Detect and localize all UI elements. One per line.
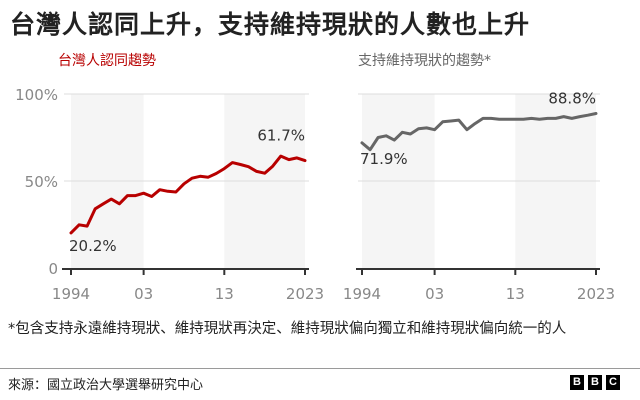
x-tick-label: 03 <box>425 285 444 303</box>
x-tick-label: 13 <box>506 285 525 303</box>
bbc-logo-letter: B <box>588 375 602 390</box>
right-chart-title: 支持維持現狀的趨勢* <box>358 53 491 69</box>
series-line <box>360 112 598 152</box>
bbc-logo-letter: B <box>570 375 584 390</box>
x-tick-label: 2023 <box>577 285 615 303</box>
left-chart: 0 50% 100% 1994 03 13 2023 20.2% 61.7% <box>15 86 324 303</box>
footnote: *包含支持永遠維持現狀、維持現狀再決定、維持現狀偏向獨立和維持現狀偏向統一的人 <box>8 321 567 337</box>
value-annotation: 71.9% <box>360 150 408 168</box>
x-tick-label: 1994 <box>52 285 90 303</box>
right-chart: 1994 03 13 2023 71.9% 88.8% <box>343 89 615 303</box>
value-annotation: 61.7% <box>257 127 305 145</box>
divider <box>0 368 640 369</box>
charts-canvas: 0 50% 100% 1994 03 13 2023 20.2% 61.7% 1994 03 13 2… <box>15 86 615 303</box>
page-title: 台灣人認同上升，支持維持現狀的人數也上升 <box>10 10 531 39</box>
x-tick-label: 13 <box>215 285 234 303</box>
x-tick-label: 03 <box>134 285 153 303</box>
value-annotation: 20.2% <box>69 237 117 255</box>
x-tick-label: 1994 <box>343 285 381 303</box>
left-chart-title: 台灣人認同趨勢 <box>58 53 156 69</box>
y-tick-label: 50% <box>25 173 58 191</box>
y-tick-label: 100% <box>15 86 58 104</box>
series-line <box>69 154 307 235</box>
value-annotation: 88.8% <box>548 89 596 107</box>
bbc-logo-letter: C <box>606 375 620 390</box>
source-text: 來源：國立政治大學選舉研究中心 <box>8 378 204 393</box>
x-tick-label: 2023 <box>286 285 324 303</box>
y-tick-label: 0 <box>48 260 58 278</box>
bbc-logo: B B C <box>570 375 620 390</box>
